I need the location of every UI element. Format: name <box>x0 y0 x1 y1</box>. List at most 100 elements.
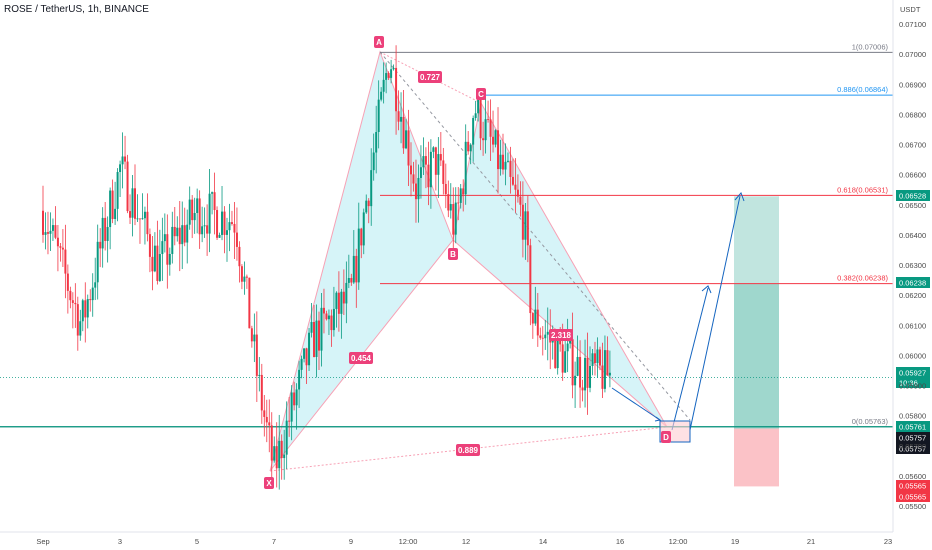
candle <box>603 335 606 393</box>
candle <box>432 146 435 159</box>
candle-body <box>208 193 211 234</box>
candle <box>579 340 582 408</box>
price-tick-label: 0.07100 <box>899 20 926 29</box>
candle-body <box>206 225 209 234</box>
candle <box>534 286 537 326</box>
loss-zone <box>734 428 779 487</box>
candle-body <box>546 331 549 335</box>
candle <box>482 121 485 156</box>
candle <box>367 198 370 224</box>
candle-body <box>183 225 186 243</box>
candle <box>129 194 132 225</box>
candle <box>230 210 233 226</box>
candle <box>216 206 219 240</box>
candle-body <box>322 307 325 314</box>
candle-body <box>42 210 44 235</box>
candle-body <box>539 335 542 338</box>
candle-body <box>432 147 435 152</box>
price-tick-label: 0.06200 <box>899 291 926 300</box>
candle <box>521 181 524 258</box>
time-tick-label: 12:00 <box>399 537 418 546</box>
candle <box>313 305 316 358</box>
candle <box>325 310 328 321</box>
candle-body <box>59 246 62 248</box>
candle-body <box>66 273 69 291</box>
candle-body <box>501 154 504 170</box>
candle <box>581 379 584 402</box>
fib-level-label: 0(0.05763) <box>852 417 889 426</box>
fib-level-label: 0.618(0.06531) <box>837 185 888 194</box>
candle <box>64 224 67 299</box>
candle <box>584 339 587 408</box>
price-tag-label: 0.05761 <box>899 423 926 432</box>
candle-body <box>536 309 539 336</box>
candle-body <box>516 189 519 197</box>
candle-body <box>313 321 316 357</box>
candle <box>350 273 353 286</box>
price-tag-label: 0.05757 <box>899 434 926 443</box>
candle-body <box>46 232 49 234</box>
candle-body <box>409 165 412 175</box>
candle-body <box>598 349 601 366</box>
candle-body <box>474 113 477 119</box>
candle-body <box>49 230 52 234</box>
candle <box>300 355 303 379</box>
candle <box>352 230 355 285</box>
candle-body <box>278 440 281 469</box>
time-tick-label: 7 <box>272 537 276 546</box>
candle-body <box>526 211 529 246</box>
candle <box>141 193 144 220</box>
candle-body <box>387 73 390 78</box>
pattern-point-label: A <box>376 38 382 47</box>
candle <box>439 132 442 167</box>
candle-body <box>280 440 283 459</box>
candle <box>258 357 261 392</box>
candle-body <box>248 277 251 329</box>
candle-body <box>255 334 258 376</box>
arrow-to-d <box>611 387 661 421</box>
price-tag-label: 0.05757 <box>899 445 926 454</box>
candle <box>447 180 450 218</box>
candle-body <box>514 184 517 190</box>
candle <box>484 97 487 154</box>
candle <box>225 217 228 262</box>
candle <box>412 161 415 192</box>
candle-body <box>253 334 256 342</box>
candle <box>104 201 107 251</box>
candle-body <box>541 337 544 339</box>
candle <box>330 309 333 347</box>
candle-body <box>362 212 365 246</box>
candle-body <box>211 192 214 194</box>
pattern-point-label: D <box>663 433 669 442</box>
time-tick-label: 9 <box>349 537 353 546</box>
candle-body <box>385 73 388 80</box>
candle-body <box>400 116 403 122</box>
candle <box>526 195 529 263</box>
candle <box>213 172 216 235</box>
candle-body <box>504 161 507 170</box>
candle <box>544 319 547 350</box>
time-tick-label: 3 <box>118 537 122 546</box>
candle <box>492 110 495 153</box>
candle-body <box>350 278 353 283</box>
candle-body <box>203 225 206 227</box>
candle <box>464 124 467 205</box>
candle-body <box>69 290 72 301</box>
pattern-ratio-label: 0.454 <box>351 354 372 363</box>
candle-body <box>86 299 89 318</box>
candle-body <box>79 321 82 336</box>
candle-body <box>109 190 112 228</box>
candle-body <box>444 183 447 195</box>
price-tick-label: 0.06300 <box>899 261 926 270</box>
candle-body <box>320 307 323 351</box>
xd-line <box>269 426 668 472</box>
candle <box>81 298 84 332</box>
candle <box>365 194 368 214</box>
candle <box>598 346 601 371</box>
candle <box>576 335 579 377</box>
candle <box>462 179 465 212</box>
chart-title: ROSE / TetherUS, 1h, BINANCE <box>4 4 152 15</box>
candle-body <box>148 234 151 257</box>
candle-body <box>427 164 430 188</box>
